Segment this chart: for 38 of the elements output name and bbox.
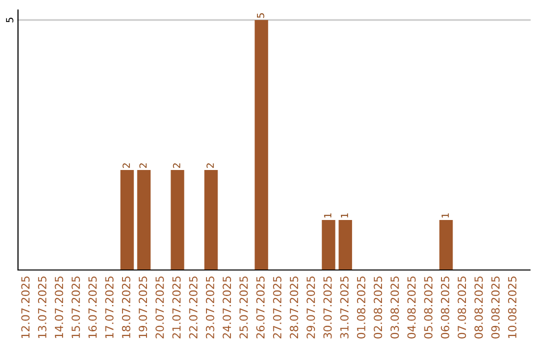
- x-tick-label: 01.08.2025: [356, 276, 366, 338]
- x-tick-label: 24.07.2025: [222, 276, 232, 338]
- x-tick-label: 21.07.2025: [172, 276, 181, 338]
- x-tick-label: 29.07.2025: [306, 276, 315, 338]
- data-label: 1: [340, 213, 348, 218]
- x-tick-label: 25.07.2025: [239, 276, 248, 338]
- x-tick-label: 12.07.2025: [21, 276, 30, 338]
- data-label: 2: [206, 163, 214, 168]
- x-tick-label: 17.07.2025: [105, 276, 114, 338]
- x-tick-label: 09.08.2025: [491, 276, 500, 338]
- data-label: 5: [257, 13, 264, 18]
- x-tick-label: 26.07.2025: [256, 276, 265, 338]
- x-tick-label: 19.07.2025: [138, 276, 148, 338]
- x-tick-label: 22.07.2025: [189, 276, 198, 338]
- x-tick-label: 07.08.2025: [458, 276, 466, 338]
- data-label: 1: [324, 213, 332, 218]
- data-label: 1: [442, 213, 449, 218]
- x-tick-label: 02.08.2025: [374, 276, 382, 338]
- x-tick-label: 16.07.2025: [88, 276, 97, 338]
- x-tick-label: 15.07.2025: [72, 276, 80, 338]
- x-tick-label: 06.08.2025: [440, 276, 450, 338]
- x-tick-label: 10.08.2025: [508, 276, 516, 338]
- x-tick-label: 05.08.2025: [424, 276, 433, 338]
- x-tick-label: 27.07.2025: [273, 276, 282, 338]
- x-tick-label: 28.07.2025: [290, 276, 298, 338]
- x-tick-label: 23.07.2025: [206, 276, 214, 338]
- x-tick-label: 13.07.2025: [38, 276, 46, 338]
- x-tick-label: 03.08.2025: [390, 276, 399, 338]
- x-tick-label: 20.07.2025: [156, 276, 164, 338]
- data-label: 2: [172, 163, 180, 168]
- x-tick-label: 18.07.2025: [122, 276, 130, 338]
- data-label: 2: [122, 163, 130, 168]
- x-tick-label: 14.07.2025: [54, 276, 64, 338]
- x-tick-label: 04.08.2025: [407, 276, 416, 338]
- x-tick-label: 08.08.2025: [474, 276, 483, 338]
- x-tick-label: 30.07.2025: [323, 276, 332, 338]
- data-label: 2: [139, 163, 147, 168]
- x-tick-label: 31.07.2025: [340, 276, 349, 338]
